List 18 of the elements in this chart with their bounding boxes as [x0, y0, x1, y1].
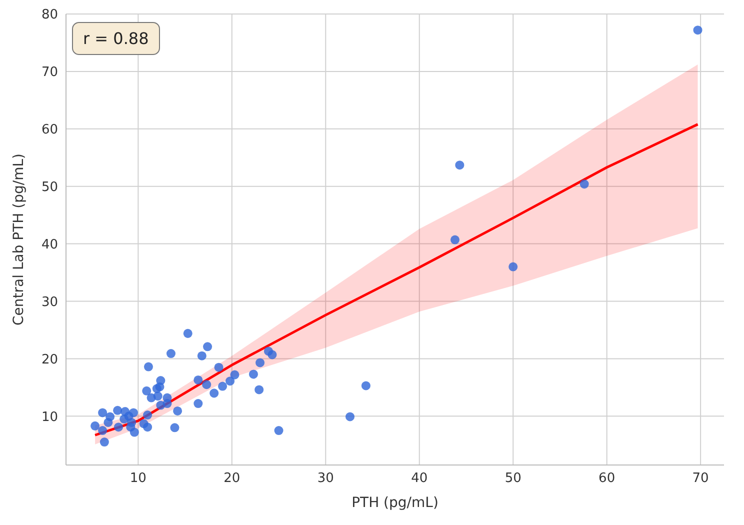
y-tick-label: 20 [41, 352, 58, 368]
x-tick-label: 60 [598, 471, 616, 486]
x-tick-label: 30 [317, 471, 334, 486]
y-tick-label: 10 [41, 410, 58, 425]
x-tick-label: 10 [130, 471, 146, 486]
x-tick-label: 20 [224, 471, 240, 486]
x-tick-label: 40 [411, 471, 428, 486]
y-axis-title: Central Lab PTH (pg/mL) [10, 154, 27, 326]
y-tick-label: 60 [41, 122, 58, 138]
x-tick-label: 50 [504, 471, 522, 486]
x-axis-title: PTH (pg/mL) [352, 495, 438, 511]
annotation: r = 0.88 [72, 22, 160, 55]
y-tick-label: 30 [41, 294, 58, 310]
y-tick-label: 80 [41, 8, 58, 23]
x-tick-label: 70 [692, 471, 709, 486]
y-tick-label: 70 [41, 65, 58, 80]
y-tick-label: 40 [41, 237, 58, 252]
y-tick-label: 50 [41, 180, 58, 195]
